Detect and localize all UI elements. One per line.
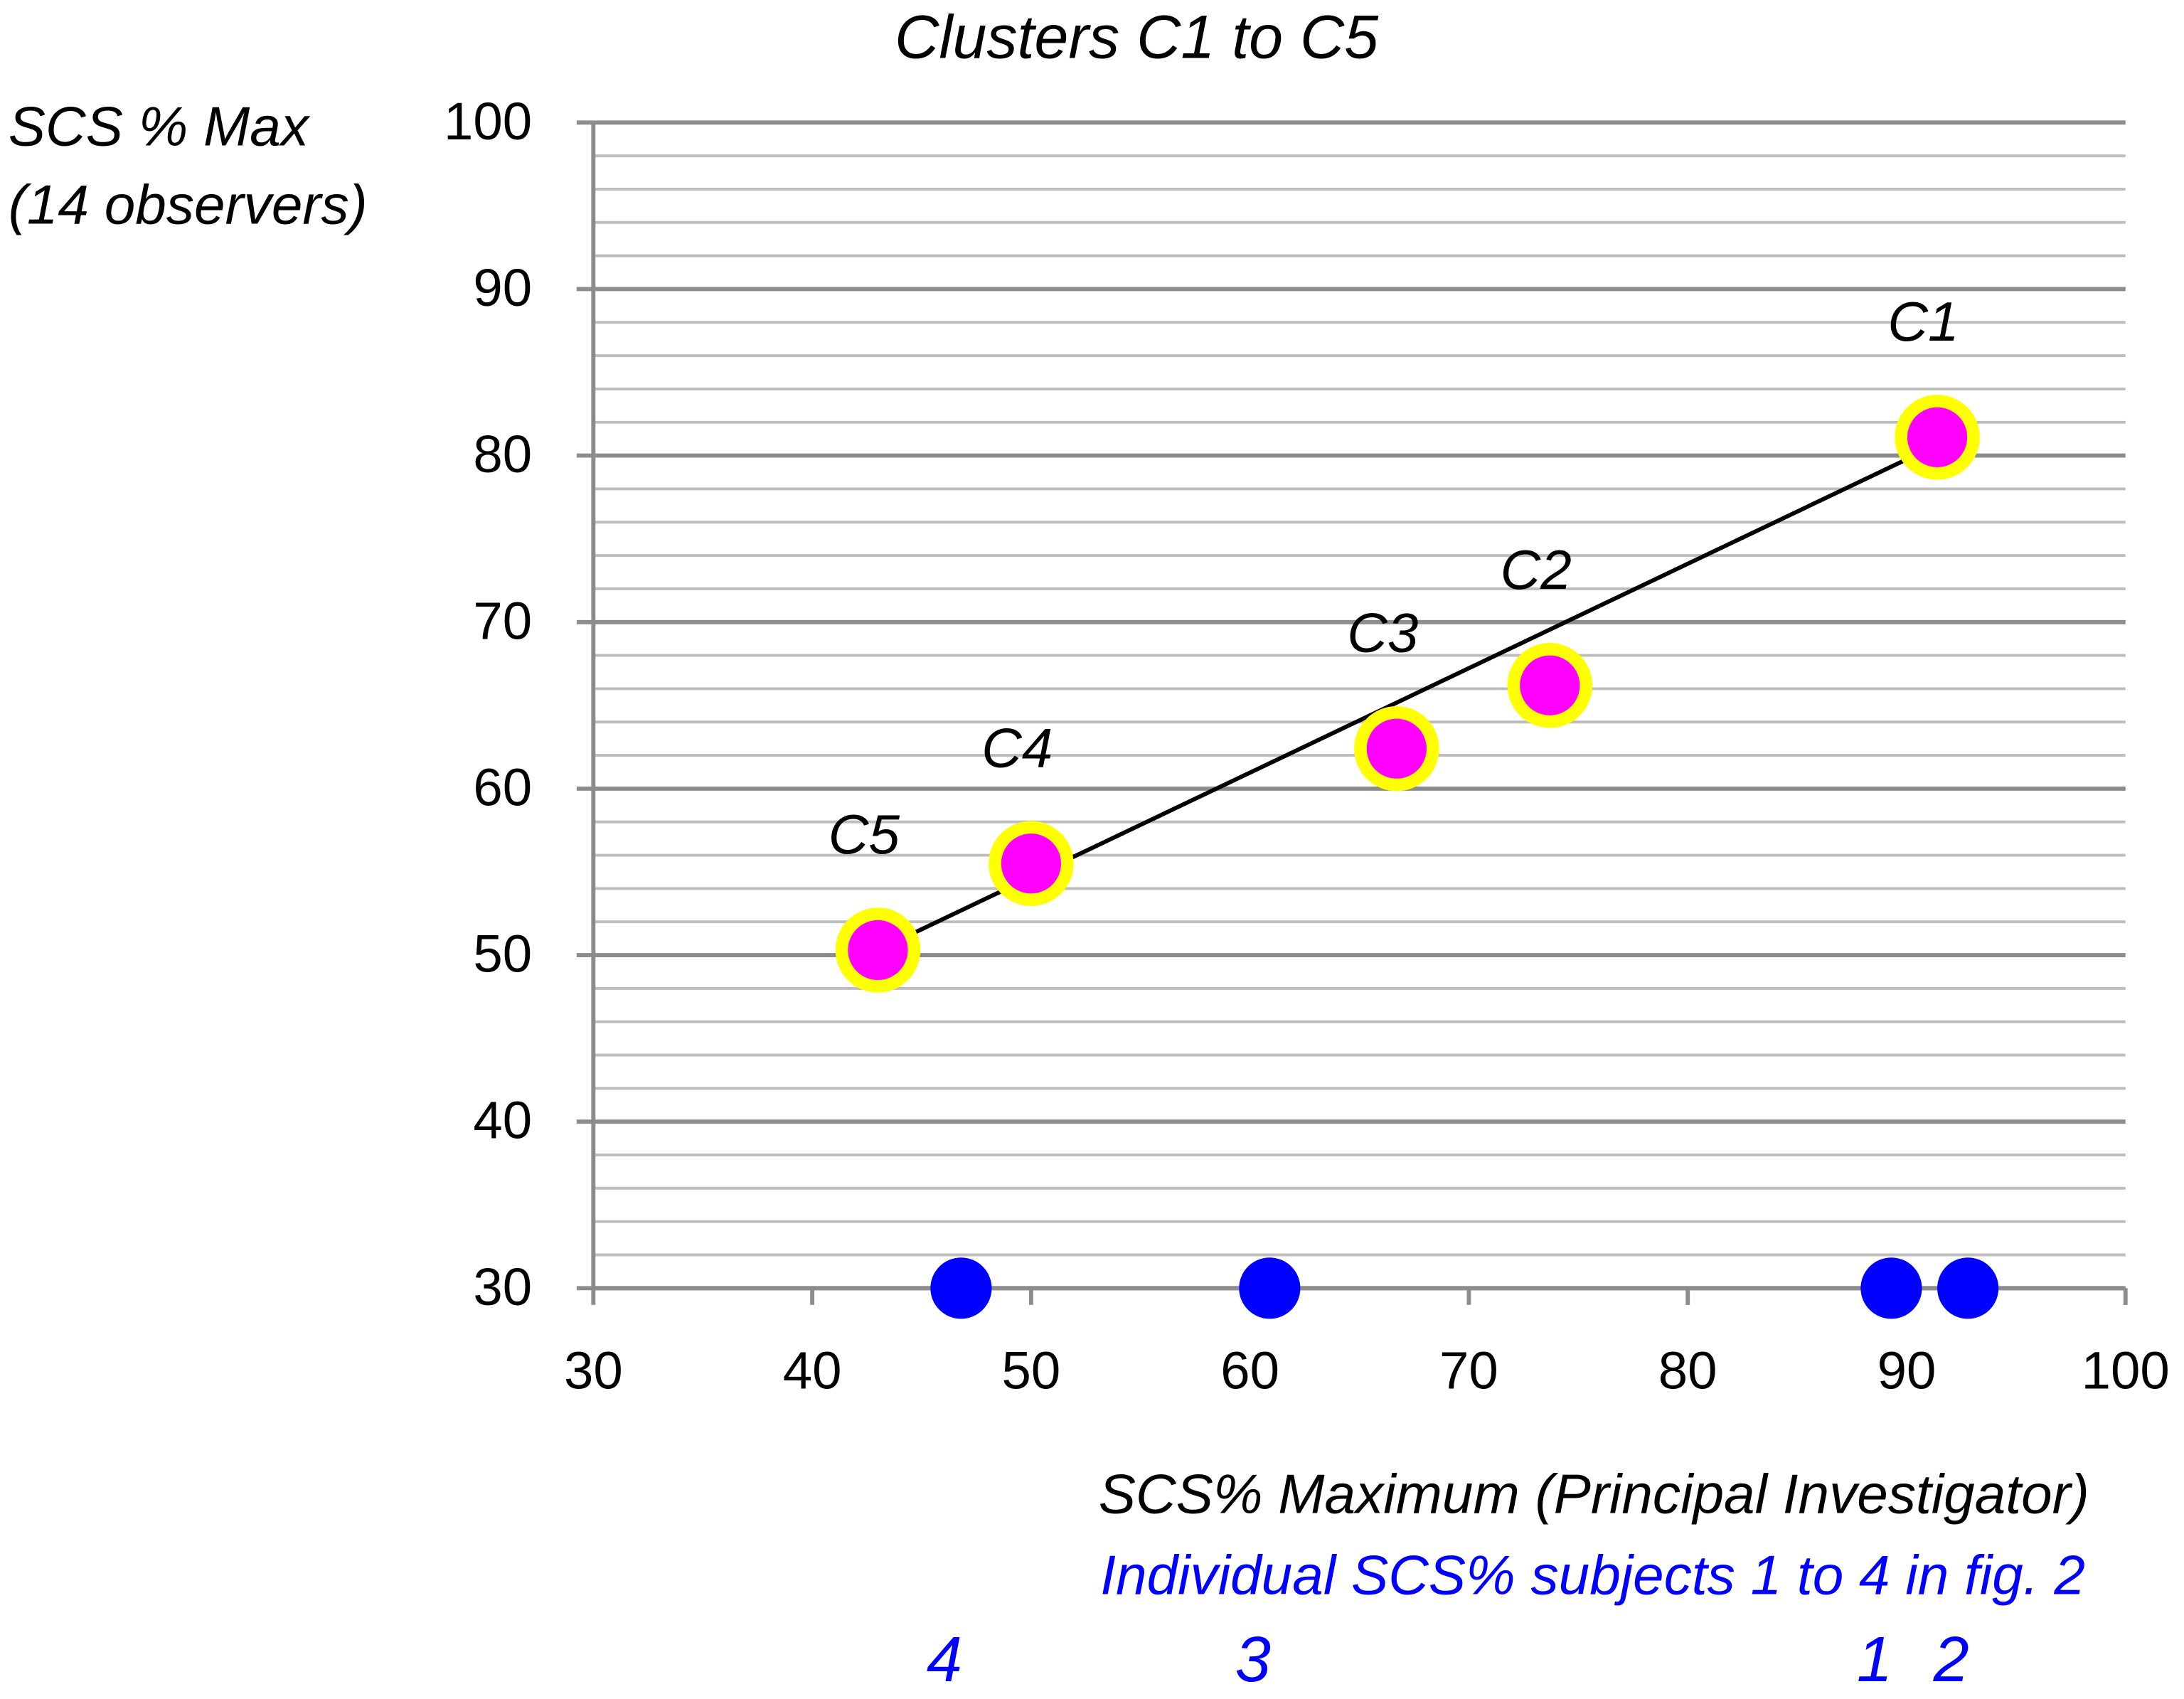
y-tick-label: 50 bbox=[473, 925, 532, 984]
subject-label: 1 bbox=[1857, 1624, 1892, 1695]
cluster-point bbox=[1895, 395, 1980, 480]
cluster-label: C3 bbox=[1347, 602, 1418, 664]
x-tick-label: 30 bbox=[564, 1341, 623, 1400]
cluster-label: C4 bbox=[981, 716, 1053, 779]
cluster-point bbox=[835, 907, 921, 993]
subject-point bbox=[1937, 1257, 1999, 1319]
x-tick-label: 90 bbox=[1877, 1341, 1937, 1400]
subjects-note: Individual SCS% subjects 1 to 4 in fig. … bbox=[1100, 1543, 2085, 1606]
subject-label: 3 bbox=[1235, 1624, 1271, 1695]
y-axis-label: (14 observers) bbox=[9, 173, 368, 235]
y-tick-label: 70 bbox=[473, 591, 532, 650]
subject-label: 2 bbox=[1933, 1624, 1969, 1695]
chart-title: Clusters C1 to C5 bbox=[895, 4, 1379, 72]
x-tick-label: 40 bbox=[783, 1341, 842, 1400]
subject-point bbox=[1239, 1257, 1301, 1319]
y-tick-label: 40 bbox=[473, 1091, 532, 1150]
y-tick-label: 60 bbox=[473, 757, 532, 816]
x-tick-label: 50 bbox=[1001, 1341, 1060, 1400]
subject-point bbox=[1860, 1257, 1922, 1319]
x-tick-label: 70 bbox=[1439, 1341, 1498, 1400]
y-tick-label: 100 bbox=[444, 92, 532, 151]
x-tick-label: 80 bbox=[1658, 1341, 1717, 1400]
x-tick-label: 100 bbox=[2082, 1341, 2170, 1400]
cluster-label: C1 bbox=[1887, 290, 1959, 353]
y-tick-label: 80 bbox=[473, 425, 532, 484]
y-tick-label: 30 bbox=[473, 1257, 532, 1316]
x-tick-label: 60 bbox=[1220, 1341, 1279, 1400]
y-axis-label: SCS % Max bbox=[9, 95, 311, 158]
cluster-label: C2 bbox=[1501, 538, 1572, 601]
cluster-label: C5 bbox=[829, 803, 900, 866]
x-axis-label: SCS% Maximum (Principal Investigator) bbox=[1099, 1463, 2089, 1525]
subject-label: 4 bbox=[927, 1624, 962, 1695]
y-tick-label: 90 bbox=[473, 258, 532, 317]
cluster-point bbox=[1354, 705, 1439, 792]
cluster-point bbox=[1507, 643, 1593, 728]
subject-point bbox=[930, 1257, 992, 1319]
cluster-point bbox=[989, 821, 1074, 906]
